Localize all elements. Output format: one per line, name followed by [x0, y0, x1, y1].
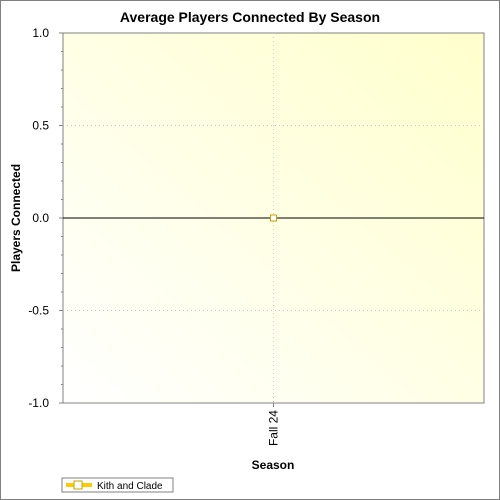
- legend-entry-label: Kith and Clade: [97, 481, 163, 492]
- data-point: [270, 214, 277, 222]
- legend-swatch-marker: [73, 480, 83, 490]
- legend: Kith and Clade: [61, 477, 174, 493]
- x-tick-label: Fall 24: [267, 410, 281, 446]
- series-layer: [270, 214, 277, 222]
- legend-swatch: [66, 480, 92, 490]
- y-tick-label: 1.0: [32, 26, 49, 40]
- legend-box: [61, 477, 174, 493]
- y-tick-label: 0.0: [32, 211, 49, 225]
- y-axis: 1.0 0.5 0.0 -0.5 -1.0: [28, 26, 63, 410]
- y-tick-label: -0.5: [28, 304, 49, 318]
- y-tick-label: -1.0: [28, 396, 49, 410]
- x-axis-label: Season: [252, 458, 295, 472]
- x-axis: Fall 24: [267, 403, 281, 446]
- y-axis-label: Players Connected: [9, 164, 23, 272]
- y-tick-label: 0.5: [32, 119, 49, 133]
- chart-title: Average Players Connected By Season: [120, 9, 380, 25]
